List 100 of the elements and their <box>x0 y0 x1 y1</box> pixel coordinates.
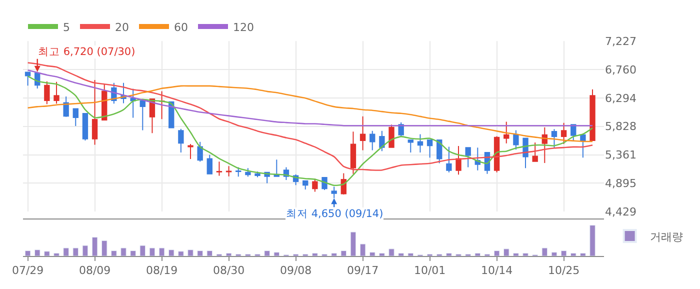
candlestick <box>178 128 184 153</box>
x-tick-label: 09/08 <box>280 264 312 278</box>
bar <box>130 250 136 256</box>
legend-label: 120 <box>233 20 254 34</box>
bar <box>63 248 69 256</box>
candlestick <box>72 108 78 127</box>
candlestick <box>188 143 194 160</box>
bar <box>446 252 452 256</box>
bar <box>551 252 558 256</box>
bar <box>44 251 50 256</box>
bar <box>590 225 596 256</box>
candlestick <box>456 145 462 176</box>
candlestick <box>236 166 242 178</box>
legend-label: 5 <box>63 20 70 34</box>
bar <box>54 252 60 256</box>
legend-label: 20 <box>115 20 129 34</box>
line-series <box>27 85 594 142</box>
bar <box>72 248 79 256</box>
candlestick <box>542 126 548 164</box>
y-tick-label: 6,760 <box>605 63 636 76</box>
x-tick-label: 08/19 <box>146 264 178 278</box>
candlestick <box>417 134 424 153</box>
bar <box>474 252 481 256</box>
bar <box>264 250 270 256</box>
bar <box>542 248 548 256</box>
legend-label: 거래량 <box>650 230 683 244</box>
bar <box>570 252 576 256</box>
bar <box>408 252 414 256</box>
candlestick <box>226 166 232 177</box>
y-tick-label: 5,828 <box>605 120 636 134</box>
bar <box>522 252 528 256</box>
bar <box>398 252 404 256</box>
y-tick-label: 6,294 <box>605 92 636 105</box>
bar <box>188 250 194 256</box>
candlestick <box>513 130 519 150</box>
bar <box>158 248 165 256</box>
candlestick <box>408 139 414 153</box>
bar <box>379 252 385 256</box>
bar <box>206 250 213 256</box>
x-tick-label: 10/25 <box>548 264 580 278</box>
x-tick-label: 09/17 <box>346 264 379 278</box>
bar <box>340 250 347 256</box>
y-tick-label: 4,429 <box>605 205 636 218</box>
candlestick <box>580 134 586 158</box>
x-tick-label: 07/29 <box>12 264 44 278</box>
bar <box>513 252 519 256</box>
bar <box>369 252 376 256</box>
candlestick <box>379 130 385 152</box>
bar <box>120 248 126 256</box>
candlestick <box>551 128 558 148</box>
bar <box>350 232 356 256</box>
bar <box>331 252 337 256</box>
bar <box>580 252 586 256</box>
candlestick <box>54 81 60 104</box>
bar <box>82 245 88 256</box>
bar <box>560 250 567 256</box>
candlestick <box>398 122 404 138</box>
candlestick <box>206 154 212 174</box>
candlestick <box>350 131 356 174</box>
bar <box>101 240 108 256</box>
bar <box>34 250 40 256</box>
bar <box>92 237 98 256</box>
bar <box>360 244 366 256</box>
candlestick <box>446 146 452 173</box>
x-tick-label: 10/14 <box>480 264 513 278</box>
candlestick <box>312 178 318 192</box>
candlestick <box>388 124 394 148</box>
bar <box>312 252 318 256</box>
candlestick <box>44 80 50 105</box>
y-tick-label: 7,227 <box>605 34 636 48</box>
bar <box>178 251 184 256</box>
candlestick <box>436 139 442 164</box>
candlestick <box>590 88 596 142</box>
bar <box>24 250 31 256</box>
y-tick-label: 4,895 <box>605 177 636 190</box>
candlestick <box>245 168 251 178</box>
candlestick <box>140 100 146 131</box>
candlestick <box>63 96 69 118</box>
bar <box>197 250 203 256</box>
bar <box>226 252 232 256</box>
candlestick <box>158 90 165 120</box>
legend-label: 60 <box>174 20 188 34</box>
candlestick <box>216 161 222 176</box>
candlestick <box>560 122 567 144</box>
candlestick <box>302 180 308 190</box>
x-tick-label: 10/01 <box>414 264 446 278</box>
bar <box>494 250 500 256</box>
annotation: 최고 6,720 (07/30) <box>38 46 136 58</box>
bar <box>168 250 174 256</box>
candlestick <box>426 139 433 158</box>
bar <box>274 252 280 256</box>
bar <box>388 248 394 256</box>
candlestick <box>24 72 31 86</box>
candlestick <box>532 142 538 162</box>
line-series <box>27 62 594 171</box>
x-tick-label: 08/09 <box>78 264 111 278</box>
bar <box>111 250 117 256</box>
candlestick <box>465 147 471 168</box>
candlestick <box>130 88 136 118</box>
y-tick-label: 5,361 <box>605 148 636 162</box>
